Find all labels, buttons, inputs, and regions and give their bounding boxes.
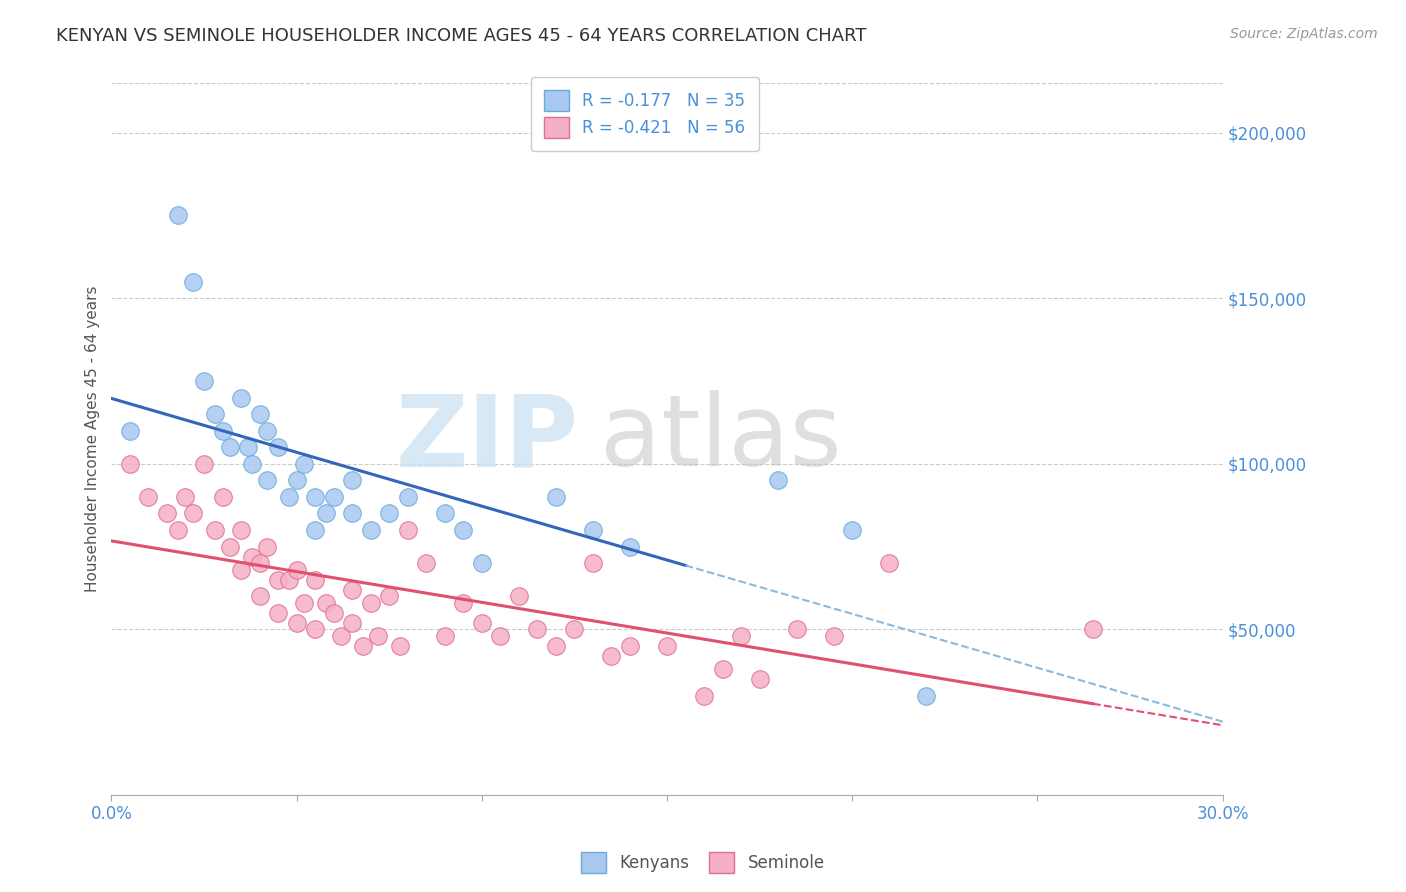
Point [138,490,160,504]
Point [378,590,401,604]
Point [249,556,271,570]
Point [267,573,290,587]
Point [238,440,260,454]
Point [766,474,789,488]
Point [315,507,337,521]
Point [564,623,586,637]
Point [181,275,204,289]
Text: Source: ZipAtlas.com: Source: ZipAtlas.com [1230,27,1378,41]
Point [360,523,382,537]
Point [256,424,278,438]
Y-axis label: Householder Income Ages 45 - 64 years: Householder Income Ages 45 - 64 years [86,285,100,592]
Point [915,689,938,703]
Point [204,407,226,421]
Point [471,556,494,570]
Point [748,672,770,686]
Legend: Kenyans, Seminole: Kenyans, Seminole [575,846,831,880]
Point [693,689,716,703]
Point [118,424,141,438]
Point [433,629,456,643]
Point [249,590,271,604]
Point [193,374,215,388]
Point [389,639,412,653]
Point [256,540,278,554]
Point [292,596,315,610]
Point [582,556,605,570]
Point [219,440,242,454]
Point [204,523,226,537]
Point [396,490,419,504]
Point [544,490,567,504]
Point [240,457,263,471]
Point [340,507,363,521]
Point [167,208,190,222]
Point [396,523,419,537]
Point [322,490,344,504]
Point [156,507,179,521]
Point [841,523,863,537]
Point [360,596,382,610]
Point [278,573,301,587]
Point [823,629,845,643]
Point [315,596,337,610]
Point [292,457,315,471]
Point [304,523,326,537]
Point [378,507,401,521]
Point [453,596,475,610]
Text: atlas: atlas [600,391,842,487]
Point [340,474,363,488]
Point [211,490,233,504]
Point [711,662,734,676]
Point [229,523,252,537]
Point [544,639,567,653]
Point [508,590,530,604]
Point [340,582,363,597]
Point [193,457,215,471]
Point [471,615,494,630]
Text: KENYAN VS SEMINOLE HOUSEHOLDER INCOME AGES 45 - 64 YEARS CORRELATION CHART: KENYAN VS SEMINOLE HOUSEHOLDER INCOME AG… [56,27,866,45]
Point [619,540,641,554]
Point [285,563,308,577]
Point [352,639,374,653]
Point [877,556,900,570]
Point [619,639,641,653]
Point [526,623,548,637]
Point [211,424,233,438]
Point [730,629,752,643]
Point [340,615,363,630]
Point [219,540,242,554]
Point [240,549,263,564]
Point [267,606,290,620]
Point [256,474,278,488]
Point [453,523,475,537]
Text: ZIP: ZIP [395,391,578,487]
Point [249,407,271,421]
Point [600,648,623,663]
Point [229,563,252,577]
Point [285,615,308,630]
Point [304,490,326,504]
Point [786,623,808,637]
Point [330,629,353,643]
Point [118,457,141,471]
Point [304,623,326,637]
Point [322,606,344,620]
Legend: R = -0.177   N = 35, R = -0.421   N = 56: R = -0.177 N = 35, R = -0.421 N = 56 [531,77,759,151]
Point [285,474,308,488]
Point [174,490,197,504]
Point [267,440,290,454]
Point [167,523,190,537]
Point [433,507,456,521]
Point [229,391,252,405]
Point [415,556,437,570]
Point [1081,623,1104,637]
Point [181,507,204,521]
Point [582,523,605,537]
Point [655,639,678,653]
Point [278,490,301,504]
Point [489,629,512,643]
Point [304,573,326,587]
Point [367,629,389,643]
